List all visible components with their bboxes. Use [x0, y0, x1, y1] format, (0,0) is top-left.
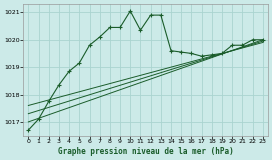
X-axis label: Graphe pression niveau de la mer (hPa): Graphe pression niveau de la mer (hPa) [58, 147, 233, 156]
